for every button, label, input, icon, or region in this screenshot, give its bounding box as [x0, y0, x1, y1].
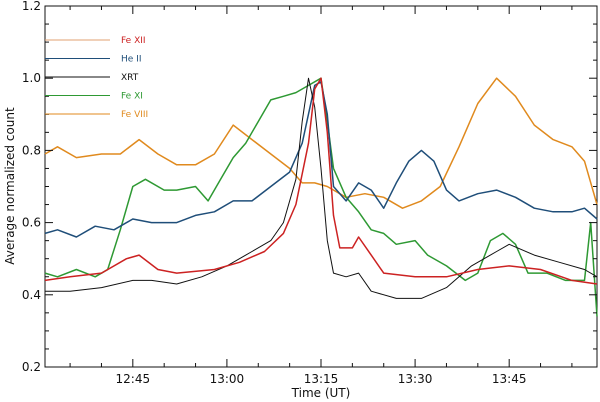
series-line-xrt — [45, 77, 598, 299]
legend: Fe XII He II XRT Fe XI Fe VIII — [45, 36, 148, 120]
series-line-fe-xii — [44, 77, 598, 285]
legend-label: Fe VIII — [121, 110, 148, 120]
x-tick-label: 12:45 — [116, 372, 151, 386]
legend-label: He II — [121, 55, 141, 65]
y-tick-label: 0.8 — [22, 143, 41, 157]
y-tick-label: 0.2 — [22, 360, 41, 374]
x-tick-label: 13:00 — [210, 372, 245, 386]
legend-label: Fe XII — [121, 36, 146, 46]
y-axis-title: Average normalized count — [3, 107, 17, 265]
x-tick-label: 13:45 — [492, 372, 527, 386]
y-tick-label: 1.0 — [22, 71, 41, 85]
y-tick-label: 0.6 — [22, 216, 41, 230]
x-tick-label: 13:15 — [304, 372, 339, 386]
x-tick-label: 13:30 — [398, 372, 433, 386]
series-line-he-ii — [44, 81, 598, 238]
axes-layer: 0.2 0.4 0.6 0.8 1.0 1.2 12:45 13:00 13:15 13:30 13… — [22, 0, 597, 386]
legend-label: Fe XI — [121, 92, 143, 102]
series-layer — [44, 77, 598, 317]
series-line-fe-viii — [44, 77, 598, 209]
legend-label: XRT — [121, 73, 139, 83]
y-tick-label: 1.2 — [22, 0, 41, 13]
x-axis-title: Time (UT) — [291, 386, 351, 400]
y-tick-label: 0.4 — [22, 288, 41, 302]
